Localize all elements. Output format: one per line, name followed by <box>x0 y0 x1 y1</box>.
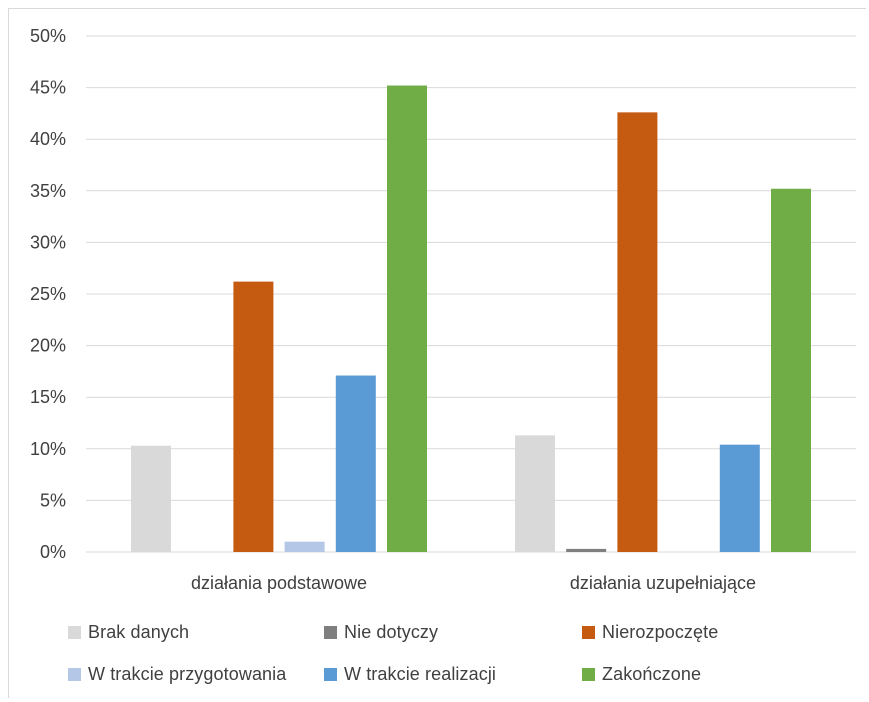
y-tick-label: 20% <box>30 336 66 356</box>
y-tick-label: 25% <box>30 284 66 304</box>
bar <box>233 281 274 552</box>
y-tick-label: 50% <box>30 26 66 46</box>
bar <box>566 548 607 552</box>
y-tick-label: 10% <box>30 439 66 459</box>
bar <box>335 375 376 552</box>
bar <box>617 112 658 553</box>
bar <box>131 445 171 552</box>
bar <box>719 444 760 552</box>
y-tick-label: 40% <box>30 129 66 149</box>
x-axis-category-labels: działania podstawowe działania uzupełniaj… <box>191 573 756 593</box>
chart-frame <box>8 8 866 698</box>
y-tick-label: 35% <box>30 181 66 201</box>
x-category-label: działania uzupełniające <box>570 573 756 593</box>
x-category-label: działania podstawowe <box>191 573 367 593</box>
bar <box>284 541 325 552</box>
bar <box>771 188 811 552</box>
y-tick-label: 45% <box>30 78 66 98</box>
y-tick-label: 5% <box>40 490 66 510</box>
bar <box>387 85 427 552</box>
bars <box>131 85 811 553</box>
y-tick-label: 30% <box>30 232 66 252</box>
y-tick-label: 15% <box>30 387 66 407</box>
y-tick-label: 0% <box>40 542 66 562</box>
bar <box>515 435 555 552</box>
y-axis-tick-labels: 0% 5% 10% 15% 20% 25% 30% 35% 40% 45% 50% <box>30 26 66 562</box>
gridlines <box>86 35 856 553</box>
